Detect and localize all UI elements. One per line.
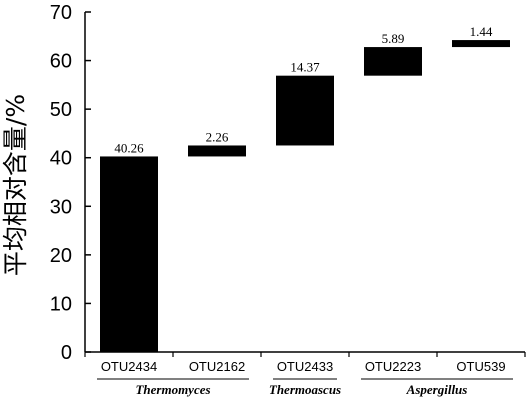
bar-otu2434 [100, 156, 158, 352]
value-labels: 40.26 2.26 14.37 5.89 1.44 [114, 24, 493, 155]
group-label-thermoascus: Thermoascus [269, 382, 341, 397]
x-tick-label-otu539: OTU539 [456, 359, 505, 374]
bar-otu2162 [188, 145, 246, 157]
data-label-otu539: 1.44 [470, 24, 493, 39]
group-label-aspergillus: Aspergillus [406, 382, 468, 397]
y-tick-label: 40 [50, 148, 72, 170]
y-axis: 0 10 20 30 40 50 60 70 [50, 2, 91, 364]
x-tick-label-otu2223: OTU2223 [365, 359, 421, 374]
x-axis [84, 351, 526, 357]
bars [100, 40, 510, 352]
x-tick-label-otu2434: OTU2434 [101, 359, 157, 374]
y-tick-label: 50 [50, 99, 72, 121]
data-label-otu2223: 5.89 [382, 31, 405, 46]
y-tick-label: 20 [50, 245, 72, 267]
y-tick-label: 0 [61, 342, 72, 364]
y-tick-label: 30 [50, 196, 72, 218]
category-labels: OTU2434 OTU2162 OTU2433 OTU2223 OTU539 [101, 359, 506, 374]
data-label-otu2434: 40.26 [114, 140, 144, 155]
data-label-otu2162: 2.26 [206, 129, 229, 144]
data-label-otu2433: 14.37 [290, 60, 320, 75]
y-tick-label: 70 [50, 2, 72, 24]
y-tick-label: 10 [50, 293, 72, 315]
bar-otu539 [452, 40, 510, 48]
bar-otu2433 [276, 75, 334, 146]
group-label-thermomyces: Thermomyces [135, 382, 210, 397]
bar-otu2223 [364, 47, 422, 76]
x-tick-label-otu2162: OTU2162 [189, 359, 245, 374]
y-tick-label: 60 [50, 51, 72, 73]
y-axis-label: 平均相对含量/% [1, 94, 30, 276]
x-tick-label-otu2433: OTU2433 [277, 359, 333, 374]
group-labels: Thermomyces Thermoascus Aspergillus [97, 378, 513, 397]
